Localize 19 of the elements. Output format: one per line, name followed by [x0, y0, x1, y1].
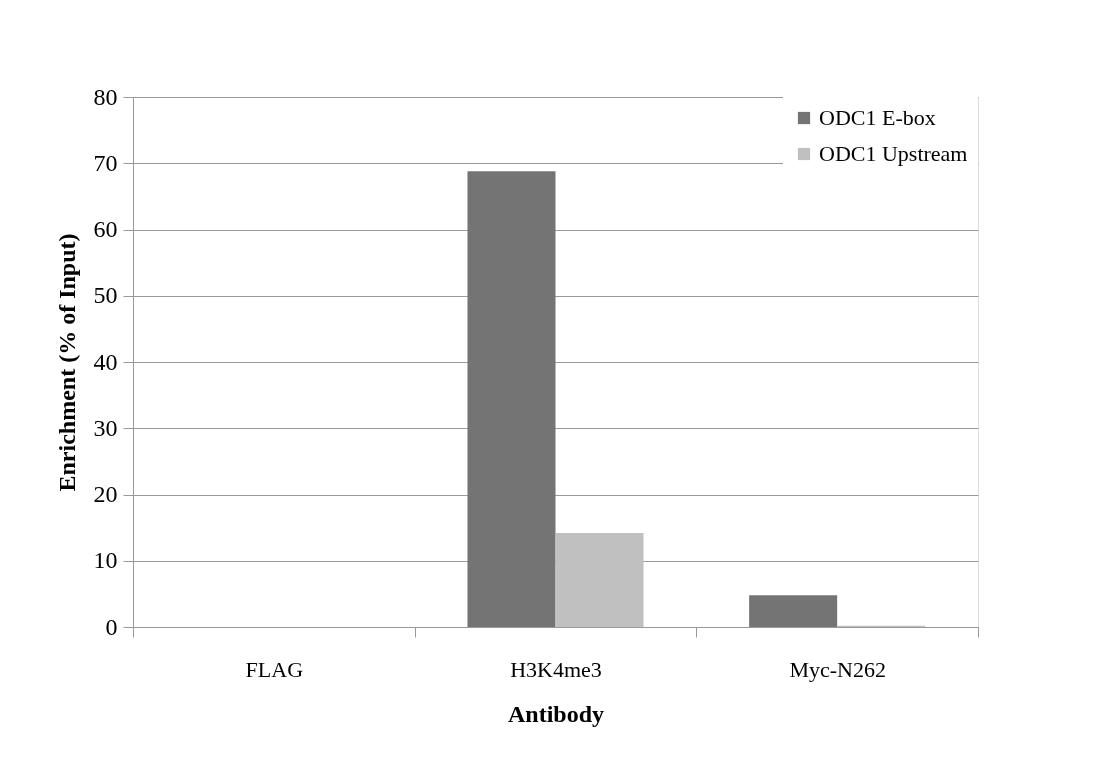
bar	[749, 595, 838, 627]
x-tick-label: Myc-N262	[789, 656, 886, 682]
x-tick-label: FLAG	[245, 656, 304, 682]
bar	[555, 532, 644, 627]
legend-label: ODC1 E-box	[819, 105, 936, 130]
y-axis-title: Enrichment (% of Input)	[53, 233, 80, 492]
y-tick-label: 50	[93, 282, 118, 309]
y-tick-label: 0	[105, 613, 118, 640]
y-tick-label: 80	[93, 83, 118, 110]
y-tick-label: 20	[93, 481, 118, 507]
x-tick-label: H3K4me3	[510, 656, 602, 682]
y-tick-label: 40	[93, 348, 118, 375]
x-axis-title: Antibody	[507, 700, 605, 727]
y-tick-label: 70	[93, 149, 118, 176]
bar	[467, 171, 556, 627]
y-tick-label: 10	[93, 547, 118, 574]
y-tick-label: 60	[93, 216, 118, 242]
legend-label: ODC1 Upstream	[819, 141, 968, 166]
y-tick-label: 30	[93, 414, 118, 441]
